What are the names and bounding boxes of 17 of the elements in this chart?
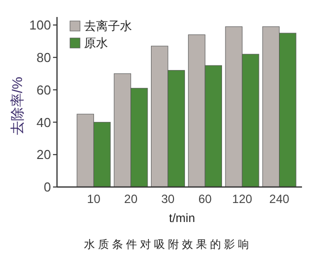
x-axis-title: t/min xyxy=(168,211,196,225)
x-tick-label: 20 xyxy=(124,192,138,206)
y-tick-label: 20 xyxy=(36,147,51,162)
y-tick-label: 60 xyxy=(36,82,51,98)
x-tick-label: 60 xyxy=(198,192,212,206)
x-tick-label: 120 xyxy=(232,192,253,206)
y-tick-label: 0 xyxy=(44,180,51,195)
x-tick-label: 240 xyxy=(269,192,290,206)
legend-label: 去离子水 xyxy=(84,19,132,34)
x-tick-label: 30 xyxy=(161,192,175,206)
legend-label: 原水 xyxy=(84,36,108,50)
y-tick-label: 40 xyxy=(36,114,51,130)
text: 水质条件对吸附效果的影响 xyxy=(84,238,252,251)
y-axis-title: 去除率/% xyxy=(9,76,25,136)
y-tick-label: 80 xyxy=(36,50,51,65)
x-tick-label: 10 xyxy=(87,192,101,206)
y-tick-label: 100 xyxy=(29,18,51,33)
